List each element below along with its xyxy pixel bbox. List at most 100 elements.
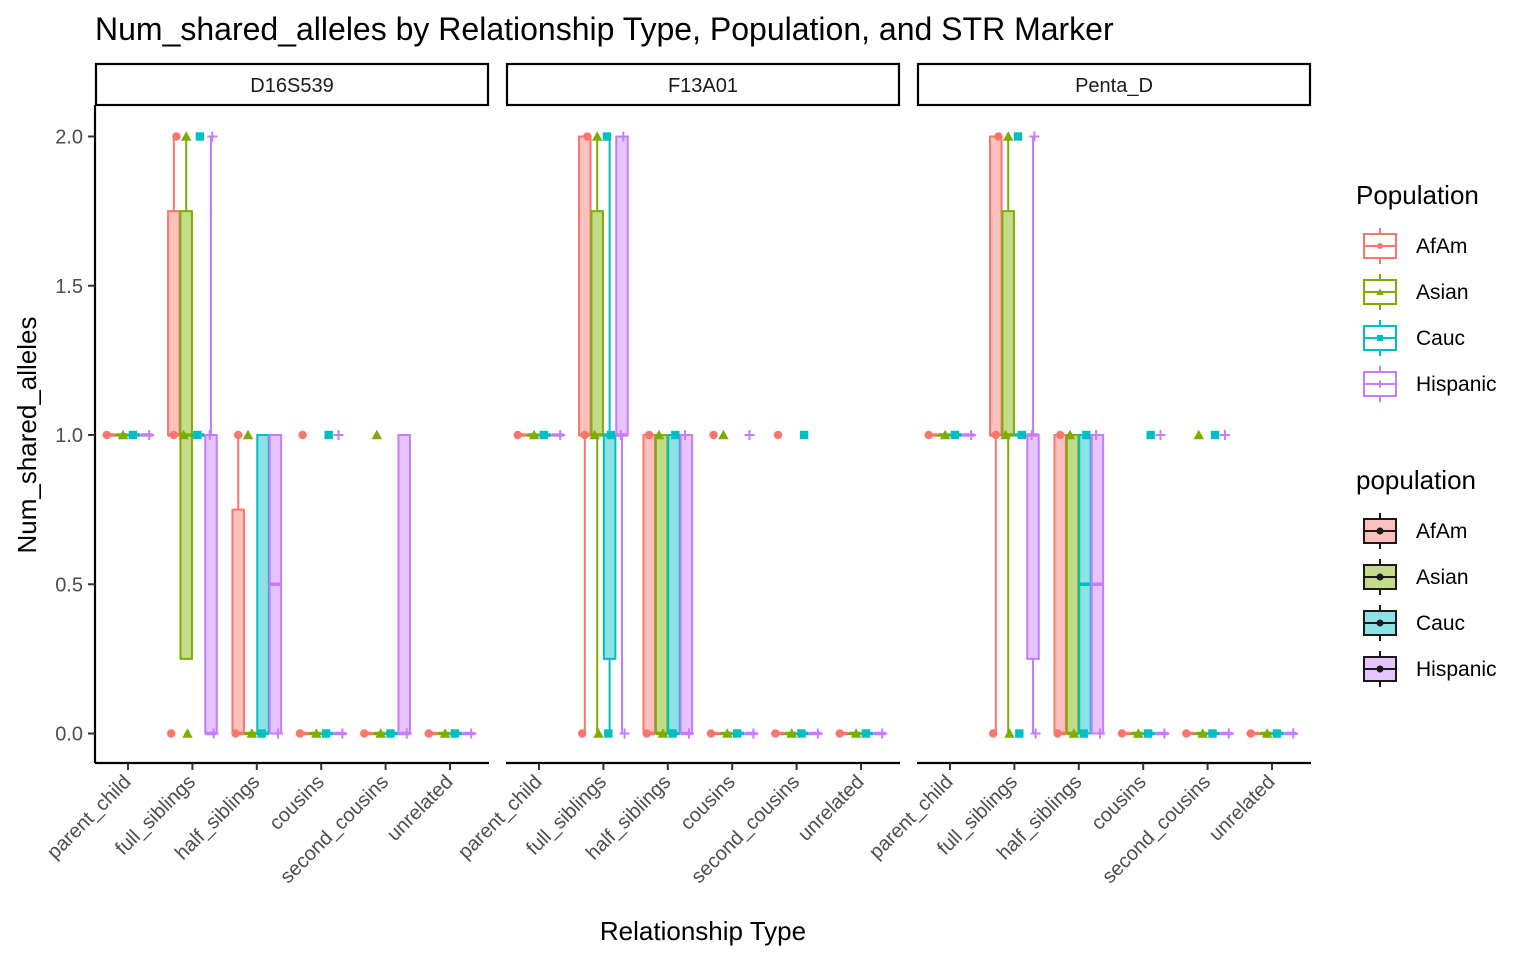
point-Cauc [386, 729, 395, 738]
point-AfAm [169, 430, 178, 440]
category-group-full_siblings: full_siblings [933, 131, 1041, 860]
category-group-second_cousins: second_cousins [276, 429, 412, 888]
y-tick-label: 1.0 [55, 425, 83, 447]
y-tick-label: 0.0 [55, 724, 83, 746]
category-group-unrelated: unrelated [383, 728, 477, 846]
point-Hispanic [1223, 728, 1234, 739]
point-Cauc [324, 430, 333, 440]
x-tick-label: cousins [1087, 771, 1151, 835]
legend-title: Population [1356, 180, 1479, 210]
point-Asian [182, 728, 193, 738]
box-Asian [654, 434, 669, 736]
box-AfAm [167, 136, 181, 437]
point-Cauc [1146, 430, 1155, 440]
point-AfAm [773, 430, 783, 440]
point-Asian [1261, 728, 1273, 738]
legend-key-marker [1376, 619, 1384, 627]
point-Asian [1000, 429, 1011, 440]
legend-label: AfAm [1416, 235, 1467, 258]
box-iqr [256, 434, 270, 735]
point-Asian [375, 728, 386, 738]
y-axis: 0.0 0.5 1.0 1.5 2.0 [55, 105, 97, 763]
category-group-parent_child: parent_child [43, 429, 155, 864]
x-tick-label: unrelated [383, 771, 458, 846]
legend-key-marker [1377, 243, 1383, 249]
legend-label: Cauc [1416, 612, 1465, 635]
point-AfAm [1056, 430, 1065, 440]
legend-label: Hispanic [1416, 658, 1497, 681]
box-Cauc [667, 434, 681, 736]
point-AfAm [360, 729, 369, 738]
point-Cauc [1143, 729, 1153, 738]
point-AfAm [1246, 729, 1256, 738]
legend-label: AfAm [1416, 520, 1467, 543]
box-iqr [654, 434, 669, 735]
point-Hispanic [1288, 728, 1299, 739]
point-Asian [718, 429, 729, 440]
facet-panels: D16S539parent_childfull_siblingshalf_sib… [43, 62, 1312, 888]
point-Cauc [1082, 430, 1091, 440]
point-AfAm [578, 729, 587, 738]
point-Hispanic [1219, 429, 1230, 441]
point-Hispanic [877, 728, 888, 739]
legend-title: population [1356, 465, 1476, 495]
point-Hispanic [207, 131, 218, 142]
point-AfAm [295, 729, 305, 738]
point-Hispanic [615, 429, 626, 441]
category-group-full_siblings: full_siblings [522, 131, 630, 860]
box-iqr [167, 210, 181, 436]
facet-strip [505, 62, 901, 107]
point-Cauc [539, 430, 549, 440]
category-group-unrelated: unrelated [794, 728, 888, 846]
point-Cauc [128, 430, 138, 440]
x-tick-label: unrelated [794, 771, 869, 846]
y-tick-label: 0.5 [55, 574, 83, 596]
point-Cauc [602, 132, 612, 141]
point-Hispanic [748, 728, 759, 739]
box-Cauc [256, 434, 270, 736]
point-Hispanic [555, 429, 566, 441]
point-Hispanic [619, 728, 630, 739]
box-iqr [1001, 210, 1015, 436]
point-Cauc [195, 132, 205, 141]
facet-strip-label: Penta_D [1075, 75, 1153, 97]
point-Cauc [1208, 729, 1217, 738]
point-Hispanic [272, 728, 284, 739]
point-Cauc [671, 430, 680, 440]
point-AfAm [424, 729, 433, 738]
x-tick-label: cousins [265, 771, 329, 835]
point-Asian [657, 728, 669, 738]
point-Hispanic [333, 429, 344, 441]
category-group-unrelated: unrelated [1205, 728, 1299, 846]
point-Cauc [606, 430, 616, 440]
point-Cauc [193, 430, 202, 440]
point-AfAm [298, 430, 307, 440]
legend-key-Hispanic [1363, 651, 1397, 687]
category-group-half_siblings: half_siblings [993, 429, 1106, 864]
point-AfAm [513, 430, 522, 440]
point-Cauc [1272, 729, 1282, 738]
x-tick-label: cousins [676, 771, 740, 835]
point-Cauc [797, 729, 806, 738]
point-Hispanic [466, 728, 477, 739]
point-AfAm [994, 132, 1003, 141]
point-Asian [311, 728, 322, 738]
y-tick-label: 1.5 [55, 276, 83, 298]
box-iqr [1026, 434, 1040, 660]
point-Cauc [1079, 729, 1088, 738]
point-Hispanic [1091, 429, 1102, 441]
box-Hispanic [679, 434, 694, 736]
point-Hispanic [1094, 728, 1106, 739]
point-AfAm [102, 430, 112, 440]
point-AfAm [172, 132, 181, 141]
legend-key-marker [1376, 380, 1384, 388]
legend-label: Asian [1416, 566, 1469, 589]
point-Hispanic [744, 429, 755, 441]
point-AfAm [234, 430, 243, 440]
point-Cauc [732, 729, 742, 738]
point-AfAm [583, 132, 592, 141]
x-tick-label: unrelated [1205, 771, 1280, 846]
point-Hispanic [337, 728, 348, 739]
point-Asian [1193, 429, 1205, 440]
